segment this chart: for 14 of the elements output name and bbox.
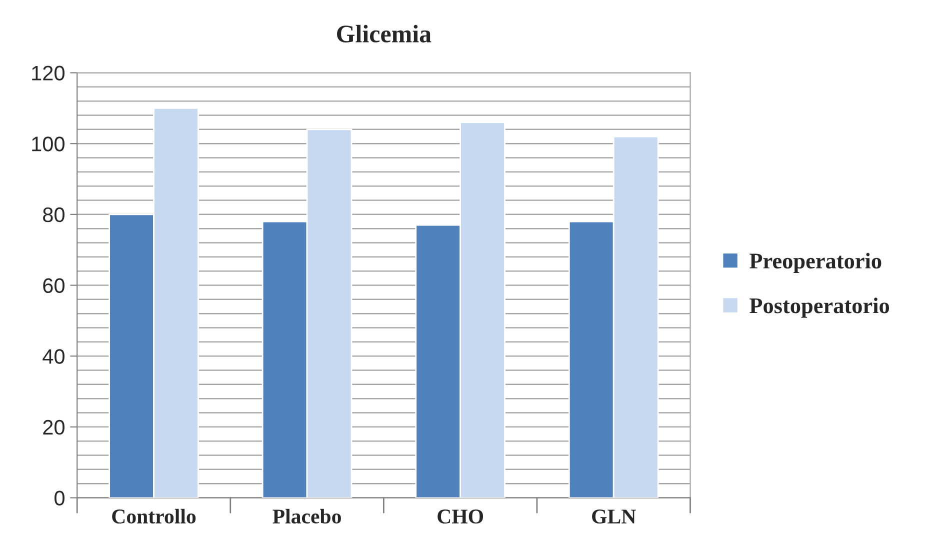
y-tick-label: 40	[42, 349, 64, 364]
y-tick-label: 0	[54, 490, 64, 506]
x-tick-label: Placebo	[272, 508, 341, 524]
legend-label: Postoperatorio	[750, 298, 890, 318]
y-tick-label: 20	[43, 420, 64, 435]
y-tick-label: 60	[43, 278, 64, 294]
chart-title: Glicemia	[337, 24, 432, 42]
x-tick-label: GLN	[592, 510, 636, 524]
y-tick-label: 80	[43, 207, 64, 222]
y-tick-label: 100	[32, 136, 64, 152]
x-tick-label: CHO	[438, 510, 484, 524]
y-tick-label: 120	[32, 66, 64, 81]
legend-label: Preoperatorio	[750, 252, 882, 274]
x-tick-label: Controllo	[112, 508, 196, 524]
